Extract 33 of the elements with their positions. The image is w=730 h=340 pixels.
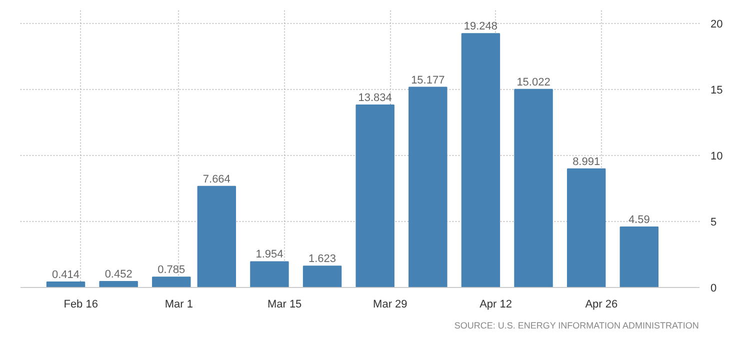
y-tick-label: 15 [710,84,723,97]
data-label: 13.834 [358,92,392,104]
y-tick-label: 5 [710,216,717,229]
bar [620,226,659,288]
y-tick-label: 20 [710,18,723,31]
x-tick-label: Feb 16 [64,298,98,310]
bar [356,104,394,288]
bar [302,266,342,288]
data-label: 7.664 [202,173,230,186]
data-label: 0.785 [158,264,186,276]
bar [514,88,553,288]
data-label: 0.452 [104,268,132,281]
data-label: 0.414 [52,269,80,282]
bar [197,186,236,288]
data-label: 19.248 [464,20,498,33]
bar [566,168,606,288]
data-label: 15.022 [516,76,550,88]
data-label: 8.991 [572,156,600,168]
bar [408,86,448,288]
data-label: 15.177 [411,74,445,86]
x-tick-label: Mar 29 [373,298,408,310]
bar [461,33,500,288]
data-label: 1.623 [308,253,336,266]
y-tick-label: 0 [710,282,717,294]
x-tick-label: Apr 12 [480,298,512,310]
x-tick-label: Apr 26 [585,298,618,310]
data-label: 1.954 [256,248,284,261]
x-tick-label: Mar 1 [164,298,193,310]
bar [250,261,289,288]
data-label: 4.59 [628,214,650,226]
source-note: SOURCE: U.S. ENERGY INFORMATION ADMINISTRATION [454,320,699,330]
x-tick-label: Mar 15 [267,298,302,310]
y-tick-label: 10 [710,150,723,163]
